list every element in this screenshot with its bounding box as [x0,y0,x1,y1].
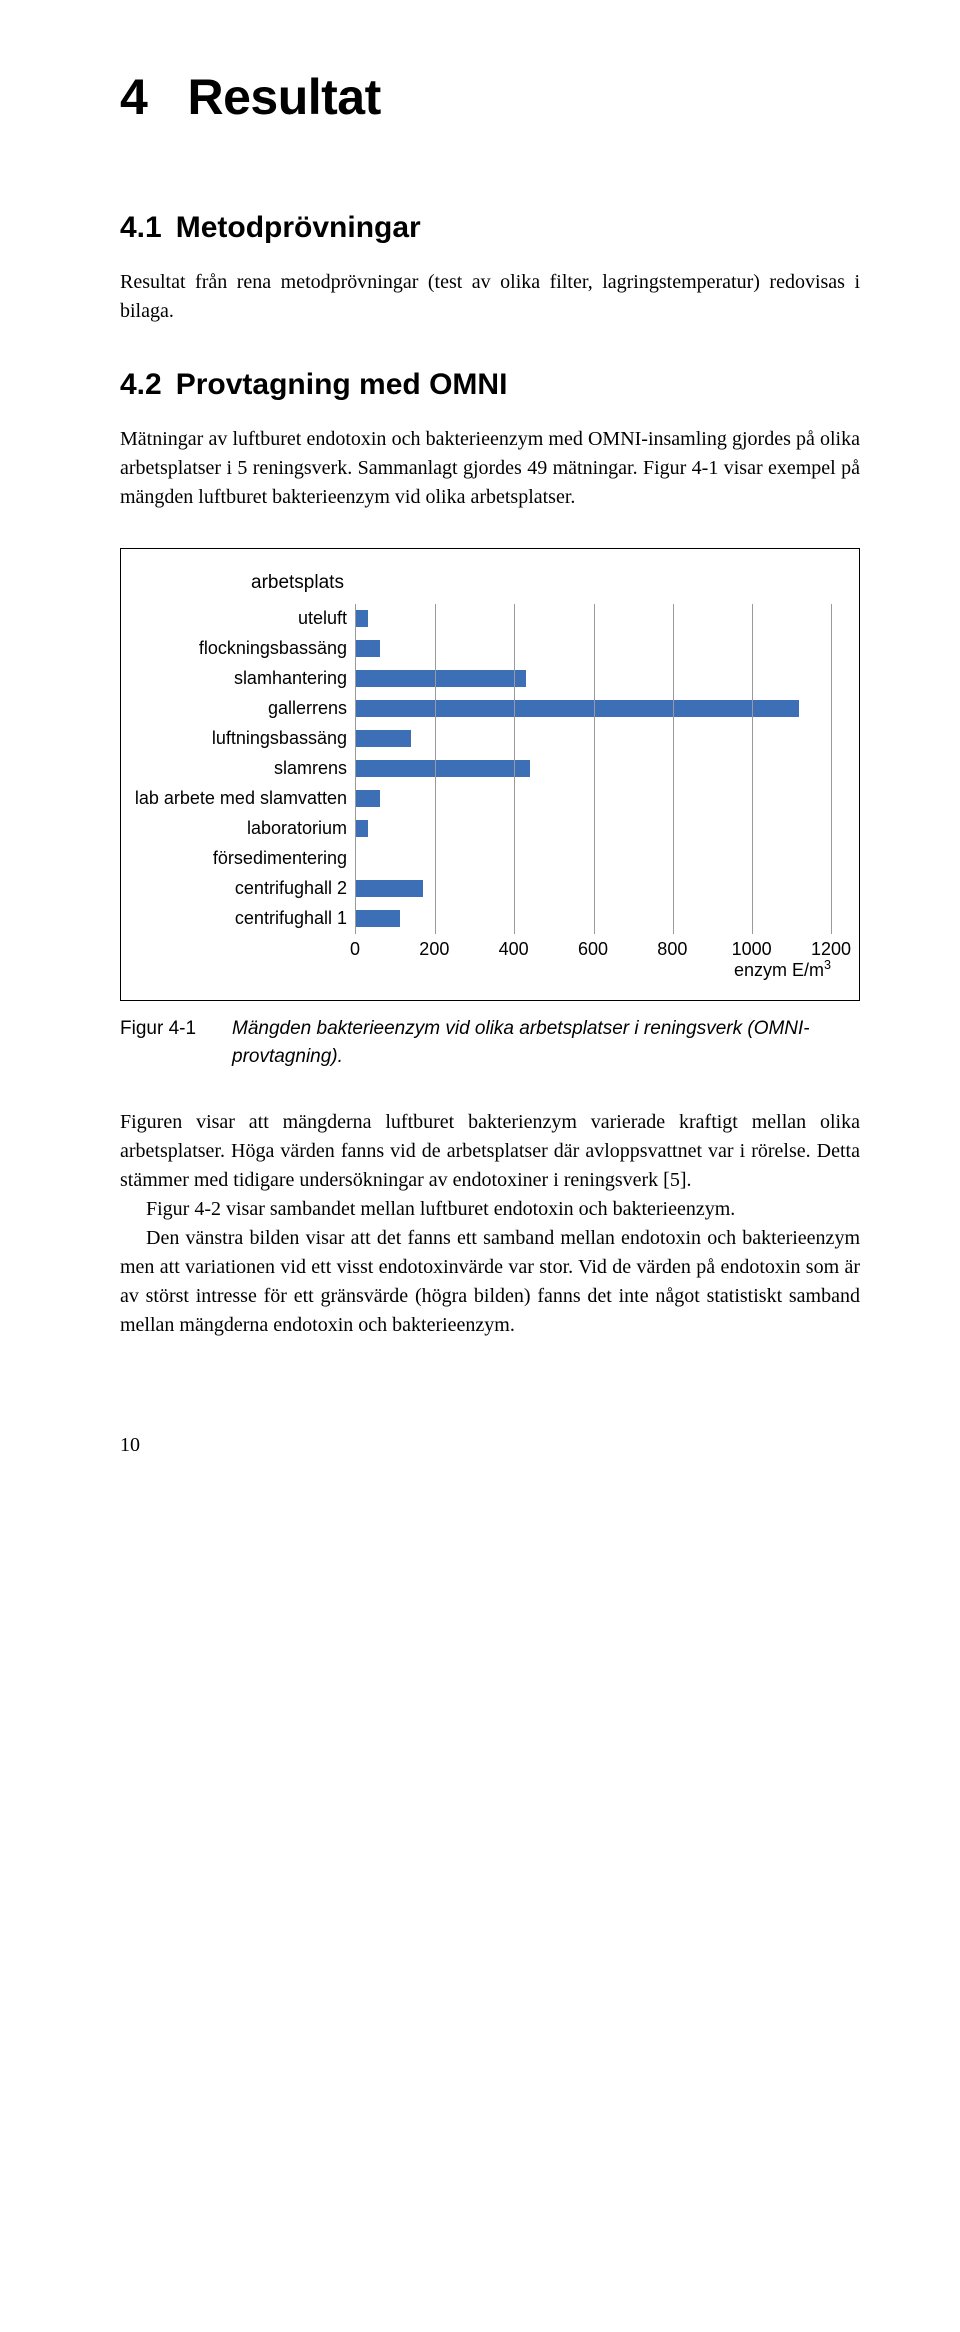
chapter-title: Resultat [188,69,381,125]
bar-label: uteluft [131,605,355,632]
bar [356,730,411,747]
bar-row: uteluft [131,604,831,634]
bar-row: laboratorium [131,814,831,844]
chart-title: arbetsplats [251,569,831,598]
bar-label: gallerrens [131,695,355,722]
axis-tick: 800 [657,936,687,963]
section-number: 4.2 [120,362,162,407]
bar-label: slamhantering [131,665,355,692]
body-paragraph-1: Figuren visar att mängderna luftburet ba… [120,1108,860,1195]
bar [356,760,530,777]
chapter-heading: 4 Resultat [120,60,860,135]
figure-label: Figur 4-1 [120,1015,232,1072]
bar-track [355,844,831,874]
bar-chart: arbetsplats uteluft flockningsbassäng slam… [120,548,860,1001]
axis-tick: 1000 [732,936,772,963]
bar-row: försedimentering [131,844,831,874]
bar-row: lab arbete med slamvatten [131,784,831,814]
bar-track [355,814,831,844]
bar-row: flockningsbassäng [131,634,831,664]
bar [356,700,799,717]
section-heading-41: 4.1 Metodprövningar [120,205,860,250]
figure-caption-text: Mängden bakterieenzym vid olika arbetspl… [232,1015,860,1072]
bar-row: luftningsbassäng [131,724,831,754]
bar-track [355,724,831,754]
axis-tick: 1200 [811,936,851,963]
axis-tick: 600 [578,936,608,963]
section-title: Provtagning med OMNI [176,368,508,401]
bar-track [355,754,831,784]
bar [356,820,368,837]
bar [356,640,380,657]
axis-tick: 0 [350,936,360,963]
section-title: Metodprövningar [176,211,421,244]
body-paragraph-2: Figur 4-2 visar sambandet mellan luftbur… [120,1195,860,1224]
axis-tick: 200 [419,936,449,963]
bar-row: centrifughall 2 [131,874,831,904]
bar-label: centrifughall 1 [131,905,355,932]
bar-track [355,664,831,694]
bar-label: slamrens [131,755,355,782]
section-42-paragraph: Mätningar av luftburet endotoxin och bak… [120,425,860,512]
bar-label: försedimentering [131,845,355,872]
bar-label: lab arbete med slamvatten [131,785,355,812]
bar [356,880,423,897]
bar-label: luftningsbassäng [131,725,355,752]
bar-track [355,694,831,724]
bar [356,910,400,927]
bar-label: flockningsbassäng [131,635,355,662]
bar [356,790,380,807]
section-41-paragraph: Resultat från rena metodprövningar (test… [120,268,860,326]
bar-row: centrifughall 1 [131,904,831,934]
bar-track [355,904,831,934]
page-number: 10 [120,1430,860,1460]
bar [356,670,526,687]
bar [356,610,368,627]
chart-x-axis: 020040060080010001200 [131,934,831,956]
section-number: 4.1 [120,205,162,250]
axis-tick: 400 [499,936,529,963]
bar-label: laboratorium [131,815,355,842]
chapter-number: 4 [120,69,147,125]
bar-track [355,604,831,634]
bar-track [355,634,831,664]
figure-caption: Figur 4-1 Mängden bakterieenzym vid olik… [120,1015,860,1072]
bar-row: slamhantering [131,664,831,694]
bar-label: centrifughall 2 [131,875,355,902]
bar-track [355,784,831,814]
section-heading-42: 4.2 Provtagning med OMNI [120,362,860,407]
bar-row: slamrens [131,754,831,784]
bar-row: gallerrens [131,694,831,724]
body-paragraph-3: Den vänstra bilden visar att det fanns e… [120,1224,860,1340]
bar-track [355,874,831,904]
